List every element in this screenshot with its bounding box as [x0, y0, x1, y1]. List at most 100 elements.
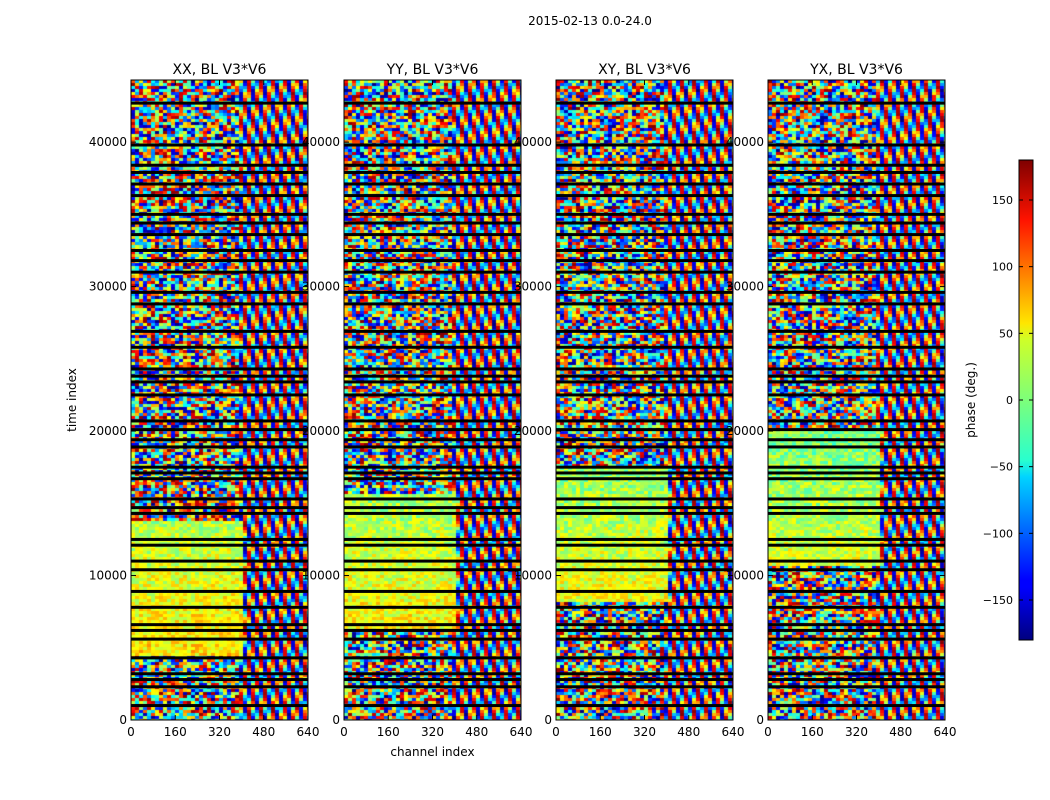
gap-row [556, 393, 733, 397]
panel-title: XY, BL V3*V6 [598, 62, 691, 78]
panel-3: XY, BL V3*V6 0 160 320 480 640 0 10000 20000 3000… [514, 62, 745, 739]
gap-row [768, 170, 945, 174]
x-tick-label: 480 [677, 725, 700, 739]
gap-row [768, 101, 945, 105]
gap-row [131, 445, 308, 449]
gap-row [344, 419, 521, 423]
gap-row [344, 506, 521, 510]
gap-row [131, 605, 308, 609]
gap-row [131, 559, 308, 563]
gap-row [344, 589, 521, 593]
heatmap-image [556, 80, 733, 720]
gap-row [556, 511, 733, 515]
x-tick-label: 160 [589, 725, 612, 739]
gap-row [768, 445, 945, 449]
gap-row [344, 233, 521, 237]
x-axis-label: channel index [390, 745, 474, 759]
gap-row [768, 438, 945, 442]
gap-row [556, 248, 733, 252]
gap-row [131, 497, 308, 501]
gap-row [768, 419, 945, 423]
colorbar-tick-label: −100 [983, 527, 1013, 540]
x-tick-label: 640 [510, 725, 533, 739]
x-tick-label: 160 [377, 725, 400, 739]
gap-row [556, 101, 733, 105]
gap-row [768, 345, 945, 349]
gap-row [344, 329, 521, 333]
gap-row [344, 511, 521, 515]
gap-row [556, 568, 733, 572]
gap-row [131, 672, 308, 676]
x-tick-label: 480 [889, 725, 912, 739]
gap-row [556, 497, 733, 501]
y-tick-label: 30000 [514, 280, 552, 294]
gap-row [131, 212, 308, 216]
y-tick-label: 30000 [726, 280, 764, 294]
gap-row [344, 685, 521, 689]
y-tick-label: 30000 [302, 280, 340, 294]
gap-row [344, 543, 521, 547]
gap-row [344, 704, 521, 708]
panel-title: YY, BL V3*V6 [386, 62, 479, 78]
gap-row [131, 419, 308, 423]
gap-row [768, 537, 945, 541]
gap-row [131, 511, 308, 515]
gap-row [344, 393, 521, 397]
gap-row [556, 543, 733, 547]
gap-row [131, 302, 308, 306]
colorbar-tick-label: −150 [983, 594, 1013, 607]
gap-row [556, 605, 733, 609]
gap-row [768, 248, 945, 252]
gap-row [131, 506, 308, 510]
x-tick-label: 0 [127, 725, 135, 739]
gap-row [556, 471, 733, 475]
gap-row [344, 367, 521, 371]
gap-row [131, 182, 308, 186]
x-tick-label: 640 [934, 725, 957, 739]
gap-row [768, 656, 945, 660]
gap-row [344, 194, 521, 198]
gap-row [768, 182, 945, 186]
colorbar-tick-label: 100 [992, 261, 1013, 274]
gap-row [556, 428, 733, 432]
gap-row [768, 465, 945, 469]
x-tick-label: 480 [465, 725, 488, 739]
gap-row [131, 143, 308, 147]
gap-row [768, 259, 945, 263]
gap-row [556, 506, 733, 510]
panel-title: YX, BL V3*V6 [809, 62, 903, 78]
gap-row [768, 367, 945, 371]
gap-row [344, 477, 521, 481]
y-tick-label: 0 [756, 713, 764, 727]
gap-row [344, 101, 521, 105]
gap-row [768, 212, 945, 216]
gap-row [768, 511, 945, 515]
x-tick-label: 640 [297, 725, 320, 739]
gap-row [768, 143, 945, 147]
gap-row [131, 589, 308, 593]
gap-row [344, 170, 521, 174]
gap-row [768, 302, 945, 306]
gap-row [131, 465, 308, 469]
gap-row [556, 623, 733, 627]
gap-row [768, 428, 945, 432]
x-tick-label: 0 [764, 725, 772, 739]
gap-row [344, 212, 521, 216]
gap-row [344, 678, 521, 682]
gap-row [768, 568, 945, 572]
gap-row [131, 290, 308, 294]
gap-row [131, 170, 308, 174]
gap-row [131, 194, 308, 198]
gap-row [344, 345, 521, 349]
gap-row [344, 290, 521, 294]
gap-row [131, 704, 308, 708]
gap-row [131, 568, 308, 572]
gap-row [344, 637, 521, 641]
gap-row [131, 623, 308, 627]
gap-row [768, 380, 945, 384]
gap-row [768, 605, 945, 609]
y-tick-label: 30000 [89, 280, 127, 294]
gap-row [131, 543, 308, 547]
gap-row [768, 374, 945, 378]
